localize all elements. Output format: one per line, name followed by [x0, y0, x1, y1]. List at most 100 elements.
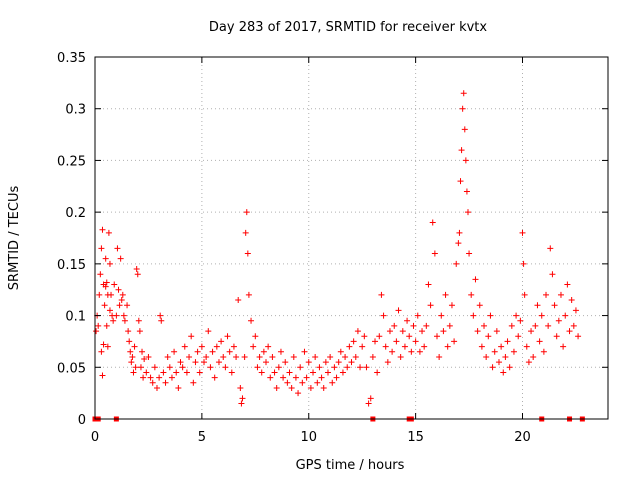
data-point: [436, 353, 443, 360]
data-point: [292, 374, 299, 381]
data-point: [564, 281, 571, 288]
data-point: [419, 328, 426, 335]
data-point: [372, 338, 379, 345]
data-point: [143, 369, 150, 376]
data-point: [476, 302, 483, 309]
data-point: [96, 291, 103, 298]
data-point: [361, 333, 368, 340]
x-tick-label: 15: [407, 430, 424, 445]
data-point: [456, 229, 463, 236]
plot-frame: [94, 56, 609, 420]
data-point: [346, 343, 353, 350]
data-point: [310, 369, 317, 376]
data-point: [523, 343, 530, 350]
data-point: [487, 312, 494, 319]
chart-title: Day 283 of 2017, SRMTID for receiver kvt…: [209, 20, 487, 35]
data-point: [525, 359, 532, 366]
data-point: [156, 374, 163, 381]
x-tick-label: 0: [91, 430, 99, 445]
data-point: [252, 333, 259, 340]
data-point: [344, 364, 351, 371]
data-point: [506, 364, 513, 371]
data-point: [186, 353, 193, 360]
data-point: [140, 374, 147, 381]
data-point: [151, 364, 158, 371]
data-point: [220, 353, 227, 360]
data-point: [363, 364, 370, 371]
data-point: [228, 369, 235, 376]
data-point: [553, 333, 560, 340]
data-point: [483, 353, 490, 360]
y-tick-label: 0.15: [57, 258, 86, 273]
x-tick-label: 10: [300, 430, 317, 445]
data-point: [101, 302, 108, 309]
data-point: [551, 302, 558, 309]
data-point: [359, 343, 366, 350]
data-point: [410, 322, 417, 329]
data-point: [205, 328, 212, 335]
data-point: [99, 226, 106, 233]
data-point: [395, 307, 402, 314]
data-point: [245, 291, 252, 298]
data-point: [177, 359, 184, 366]
data-point: [136, 328, 143, 335]
data-point: [297, 364, 304, 371]
data-point: [493, 328, 500, 335]
data-point: [378, 291, 385, 298]
data-point: [365, 400, 372, 407]
data-point: [463, 188, 470, 195]
data-point: [478, 343, 485, 350]
data-point: [269, 353, 276, 360]
data-point: [115, 286, 122, 293]
data-point: [116, 302, 123, 309]
data-point: [545, 322, 552, 329]
data-point: [434, 333, 440, 340]
data-point: [97, 271, 104, 278]
data-point: [127, 348, 134, 355]
data-point: [451, 338, 458, 345]
data-point: [106, 307, 113, 314]
data-point: [250, 343, 257, 350]
data-point: [258, 369, 265, 376]
data-point: [102, 283, 109, 290]
data-point: [528, 328, 535, 335]
data-point: [222, 364, 229, 371]
data-point: [342, 353, 349, 360]
data-point: [427, 302, 434, 309]
data-point: [99, 372, 106, 379]
data-point: [352, 353, 359, 360]
data-point: [157, 312, 164, 319]
data-point: [429, 219, 436, 226]
data-point: [397, 353, 404, 360]
data-point: [194, 348, 201, 355]
data-point: [286, 369, 293, 376]
data-point: [536, 338, 543, 345]
data-point: [314, 379, 321, 386]
data-point: [425, 281, 432, 288]
data-point: [103, 322, 110, 329]
grid-lines: [95, 57, 608, 419]
data-point: [130, 369, 137, 376]
data-point: [119, 291, 126, 298]
data-point: [132, 364, 139, 371]
data-point: [103, 279, 110, 286]
data-point: [408, 348, 415, 355]
data-point: [226, 348, 233, 355]
data-point: [263, 359, 269, 366]
data-point: [118, 297, 125, 304]
data-point: [213, 343, 220, 350]
data-point: [295, 390, 302, 397]
data-point: [431, 250, 438, 257]
data-point: [549, 271, 556, 278]
data-point: [570, 322, 577, 329]
data-point: [114, 245, 121, 252]
data-point: [145, 353, 152, 360]
data-point: [284, 379, 291, 386]
data-point: [93, 328, 100, 335]
data-point: [382, 343, 389, 350]
data-point: [566, 328, 573, 335]
data-point: [124, 302, 131, 309]
data-point: [481, 322, 488, 329]
data-point: [562, 312, 569, 319]
data-point: [504, 338, 511, 345]
